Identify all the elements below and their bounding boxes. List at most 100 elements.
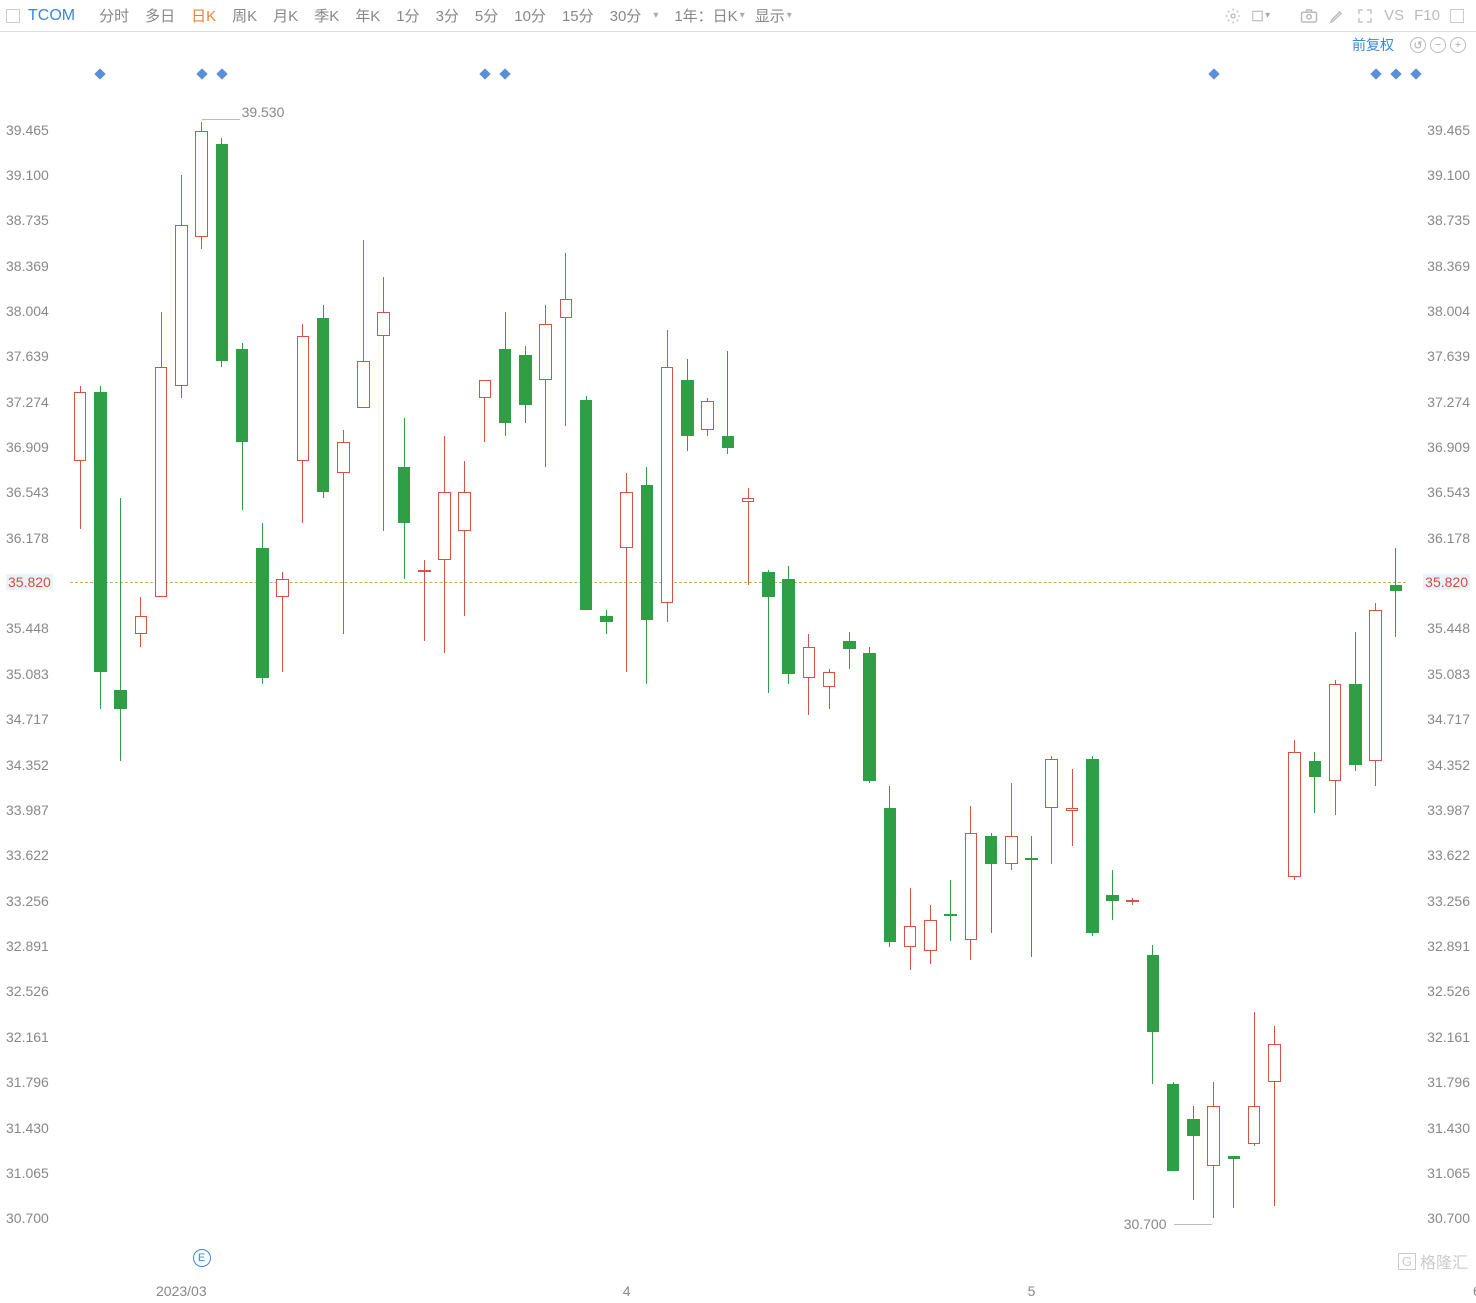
watermark-logo-icon: G (1398, 1253, 1416, 1270)
candle-body (337, 442, 350, 473)
candle-body (398, 467, 411, 523)
y-axis-label: 33.987 (1427, 802, 1470, 818)
timeframe-分时[interactable]: 分时 (91, 8, 137, 25)
x-axis-label: 2023/03 (156, 1283, 207, 1299)
range-select[interactable]: 1年：日K▾ (670, 5, 748, 26)
chevron-down-icon: ▾ (787, 10, 792, 21)
candle-body (1106, 895, 1119, 901)
timeframe-1分[interactable]: 1分 (388, 8, 427, 25)
candle-body (1126, 900, 1139, 902)
y-axis-label: 39.100 (1427, 167, 1470, 183)
high-annotation: 39.530 (242, 104, 285, 120)
gear-icon[interactable] (1224, 7, 1242, 25)
timeframe-日K[interactable]: 日K (183, 8, 224, 25)
ticker-symbol[interactable]: TCOM (28, 7, 75, 25)
y-axis-label: 31.430 (6, 1120, 49, 1136)
candle-body (681, 380, 694, 436)
y-axis-label: 39.465 (1427, 122, 1470, 138)
candle-body (884, 808, 897, 942)
x-axis-label: 5 (1028, 1283, 1036, 1299)
plus-icon[interactable]: + (1450, 37, 1466, 53)
candle-wick (120, 498, 121, 761)
candle-body (1045, 759, 1058, 809)
y-axis-label: 37.639 (1427, 348, 1470, 364)
f10-label[interactable]: F10 (1414, 7, 1440, 24)
undo-icon[interactable]: ↺ (1410, 37, 1426, 53)
candle-body (195, 131, 208, 237)
camera-icon[interactable] (1300, 7, 1318, 25)
display-select[interactable]: 显示▾ (751, 5, 796, 26)
y-axis-label: 38.369 (6, 258, 49, 274)
candle-wick (748, 488, 749, 585)
y-axis-label: 36.178 (1427, 530, 1470, 546)
timeframe-周K[interactable]: 周K (224, 8, 265, 25)
candle-body (1228, 1156, 1241, 1158)
y-axis-label: 37.274 (6, 394, 49, 410)
watermark: G 格隆汇 (1398, 1249, 1468, 1273)
y-axis-label: 30.700 (6, 1210, 49, 1226)
candle-body (1086, 759, 1099, 933)
candle-body (1147, 955, 1160, 1032)
candlestick-chart[interactable]: 39.46539.46539.10039.10038.73538.73538.3… (0, 58, 1476, 1303)
timeframe-3分[interactable]: 3分 (428, 8, 467, 25)
y-axis-label: 35.820 (6, 574, 53, 590)
candle-wick (606, 610, 607, 635)
candle-body (479, 380, 492, 399)
diamond-marker-icon (500, 68, 511, 79)
candle-body (438, 492, 451, 560)
candle-body (944, 914, 957, 916)
candle-body (276, 579, 289, 598)
timeframe-10分[interactable]: 10分 (506, 8, 554, 25)
candle-body (965, 833, 978, 940)
candle-body (317, 318, 330, 492)
timeframe-季K[interactable]: 季K (306, 8, 347, 25)
timeframe-15分[interactable]: 15分 (554, 8, 602, 25)
toolbar: TCOM 分时多日日K周K月K季K年K1分3分5分10分15分30分 ▾ 1年：… (0, 0, 1476, 32)
candle-body (803, 647, 816, 678)
candle-body (297, 336, 310, 460)
display-select-label: 显示 (755, 5, 785, 26)
candle-body (924, 920, 937, 951)
y-axis-label: 31.065 (1427, 1165, 1470, 1181)
y-axis-label: 36.543 (1427, 484, 1470, 500)
expand-icon[interactable] (1356, 7, 1374, 25)
y-axis-label: 35.820 (1423, 574, 1470, 590)
candle-body (1390, 585, 1403, 591)
y-axis-label: 35.448 (1427, 620, 1470, 636)
candle-body (418, 570, 431, 572)
edit-icon[interactable] (1328, 7, 1346, 25)
rect-icon[interactable]: ▾ (1252, 7, 1270, 25)
timeframe-月K[interactable]: 月K (265, 8, 306, 25)
chevron-down-icon[interactable]: ▾ (653, 10, 658, 21)
candle-body (1329, 684, 1342, 781)
candle-wick (565, 253, 566, 426)
candle-body (1288, 752, 1301, 876)
timeframe-30分[interactable]: 30分 (602, 8, 650, 25)
candle-body (863, 653, 876, 781)
toolbar-left: TCOM 分时多日日K周K月K季K年K1分3分5分10分15分30分 ▾ 1年：… (6, 5, 796, 26)
candle-wick (1072, 769, 1073, 846)
annotation-line (202, 119, 240, 120)
diamond-marker-icon (479, 68, 490, 79)
y-axis-label: 34.352 (6, 757, 49, 773)
minus-icon[interactable]: − (1430, 37, 1446, 53)
y-axis-label: 33.256 (6, 893, 49, 909)
timeframe-多日[interactable]: 多日 (137, 8, 183, 25)
diamond-marker-icon (1390, 68, 1401, 79)
adjust-label[interactable]: 前复权 (1352, 35, 1394, 55)
y-axis-label: 34.717 (6, 711, 49, 727)
candle-body (1066, 808, 1079, 810)
vs-label[interactable]: VS (1384, 7, 1404, 24)
candle-body (357, 361, 370, 408)
y-axis-label: 38.735 (6, 212, 49, 228)
candle-body (701, 401, 714, 430)
y-axis-label: 38.735 (1427, 212, 1470, 228)
checkbox-icon[interactable] (1450, 9, 1464, 23)
y-axis-label: 39.100 (6, 167, 49, 183)
timeframe-5分[interactable]: 5分 (467, 8, 506, 25)
earnings-badge-icon[interactable]: E (193, 1249, 211, 1267)
checkbox-icon[interactable] (6, 9, 20, 23)
timeframe-年K[interactable]: 年K (347, 8, 388, 25)
y-axis-label: 37.639 (6, 348, 49, 364)
watermark-text: 格隆汇 (1420, 1249, 1468, 1273)
